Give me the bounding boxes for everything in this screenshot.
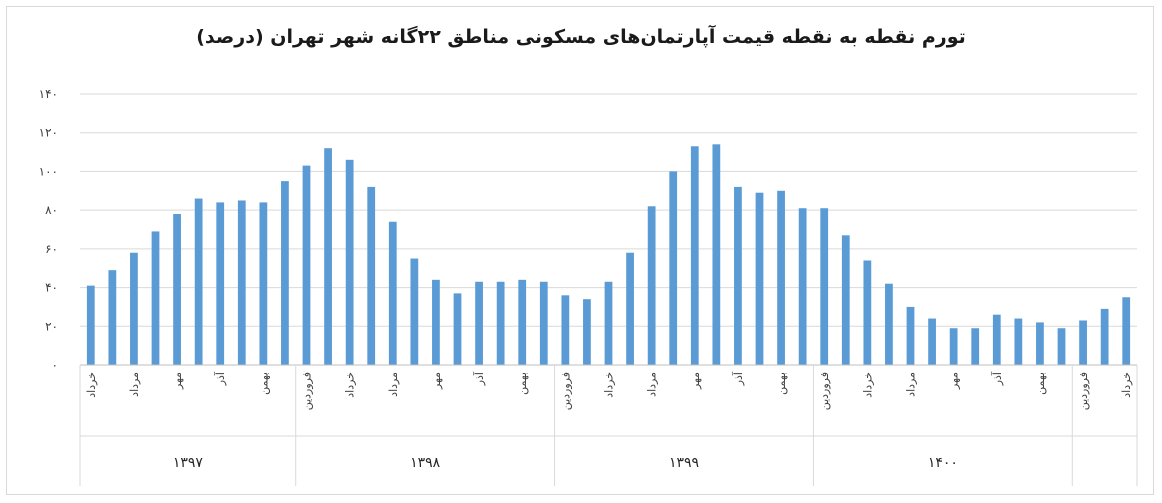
bar: [928, 318, 936, 365]
bar: [820, 208, 829, 365]
x-tick-label: مهر: [948, 372, 961, 390]
chart-title: تورم نقطه به نقطه قیمت آپارتمان‌های مسکو…: [196, 26, 966, 48]
x-tick-label: فروردین: [818, 372, 831, 410]
x-tick-label: آذر: [731, 371, 745, 386]
x-tick-label: خرداد: [1120, 372, 1133, 398]
y-tick-label: ۲۰: [45, 319, 58, 333]
bar: [324, 148, 332, 365]
x-tick-label: بهمن: [257, 372, 270, 395]
x-tick-label: مهر: [689, 372, 702, 390]
x-tick-label: بهمن: [516, 372, 529, 395]
y-axis: ۰ ۲۰ ۴۰ ۶۰ ۸۰ ۱۰۰ ۱۲۰ ۱۴۰: [39, 87, 58, 372]
x-tick-label: آذر: [990, 371, 1004, 386]
bar: [604, 281, 613, 365]
x-tick-label: فروردین: [1077, 372, 1090, 410]
bar: [777, 190, 785, 365]
bar: [410, 258, 419, 365]
bar: [949, 328, 958, 365]
bar: [432, 279, 440, 365]
bar: [561, 295, 570, 365]
year-label: ۱۴۰۰: [928, 455, 958, 471]
y-tick-label: ۱۰۰: [39, 164, 58, 178]
x-tick-label: بهمن: [1034, 372, 1047, 395]
bar: [992, 314, 1001, 365]
bar: [108, 270, 117, 365]
x-tick-label: خرداد: [603, 372, 616, 398]
x-tick-label: آذر: [213, 371, 227, 386]
bar: [86, 285, 95, 365]
x-tick-label: خرداد: [344, 372, 357, 398]
y-tick-label: ۶۰: [45, 242, 58, 256]
y-tick-label: ۰: [52, 358, 58, 372]
bar: [863, 260, 872, 365]
bar: [173, 214, 181, 365]
bar: [518, 279, 527, 365]
x-tick-label: مرداد: [646, 372, 659, 397]
bar: [496, 281, 505, 365]
bar: [755, 192, 764, 365]
bar: [971, 328, 980, 365]
x-tick-label: مرداد: [905, 372, 918, 397]
bar: [130, 252, 138, 365]
y-tick-label: ۸۰: [45, 203, 58, 217]
bar: [453, 293, 462, 365]
x-tick-label: مرداد: [387, 372, 400, 397]
bar: [1057, 328, 1066, 365]
x-tick-label: مرداد: [128, 372, 141, 397]
x-tick-label: آذر: [472, 371, 486, 386]
bar: [216, 202, 225, 365]
bar: [583, 299, 591, 365]
bar: [906, 306, 915, 365]
x-tick-label: فروردین: [559, 372, 572, 410]
y-tick-label: ۱۴۰: [39, 87, 58, 101]
bar: [647, 206, 656, 365]
bar: [1014, 318, 1023, 365]
x-axis: خرداد مرداد مهر آذر بهمن فروردین خرداد مرداد مهر…: [79, 364, 1138, 486]
x-tick-label: خرداد: [85, 372, 98, 398]
bar: [734, 186, 742, 365]
x-tick-label: خرداد: [861, 372, 874, 398]
bar: [1036, 322, 1044, 365]
bar: [626, 252, 634, 365]
bar: [1100, 308, 1109, 365]
bar: [1079, 320, 1087, 365]
bar: [690, 146, 699, 365]
year-label: ۱۳۹۷: [173, 455, 204, 471]
bar: [302, 165, 311, 365]
bar: [798, 208, 807, 365]
bar: [345, 159, 354, 365]
bar: [237, 200, 246, 365]
year-label: ۱۳۹۸: [410, 455, 441, 471]
bars: [86, 144, 1131, 365]
bar: [281, 181, 289, 365]
bar: [539, 281, 548, 365]
bar: [194, 198, 203, 365]
y-tick-label: ۴۰: [45, 281, 58, 295]
x-tick-label: مهر: [430, 372, 443, 390]
y-tick-label: ۱۲۰: [39, 126, 58, 140]
bar: [367, 186, 376, 365]
x-tick-label: فروردین: [301, 372, 314, 410]
bar: [669, 171, 678, 365]
x-tick-label: مهر: [171, 372, 184, 390]
bar: [712, 144, 721, 365]
bar: [259, 202, 268, 365]
year-label: ۱۳۹۹: [669, 455, 699, 471]
x-tick-label: بهمن: [775, 372, 788, 395]
bar: [1122, 297, 1131, 365]
bar: [151, 231, 160, 365]
bar: [388, 221, 397, 365]
bar: [885, 283, 893, 365]
bar: [841, 235, 850, 365]
bar: [475, 281, 483, 365]
